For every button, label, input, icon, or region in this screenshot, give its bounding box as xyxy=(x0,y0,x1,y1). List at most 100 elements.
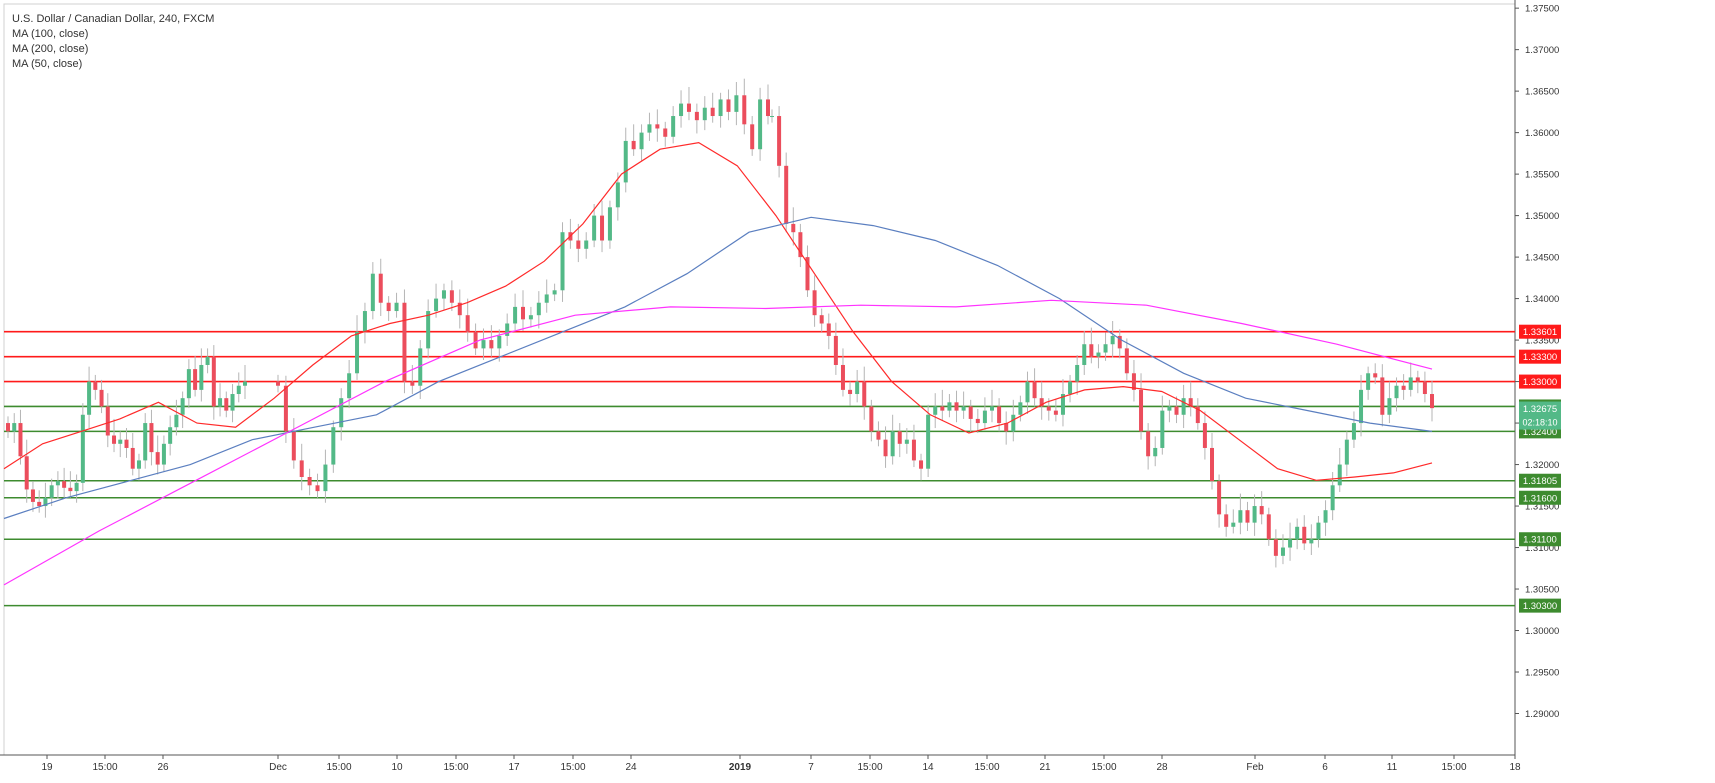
current-price-tag xyxy=(1519,401,1561,430)
level-tag-label: 1.33300 xyxy=(1523,352,1557,363)
time-tick-label: 19 xyxy=(41,762,53,773)
time-tick-label: 15:00 xyxy=(1091,762,1116,773)
level-tag-label: 1.31100 xyxy=(1523,535,1557,546)
candle-body xyxy=(694,111,699,121)
candle-body xyxy=(205,356,210,365)
candle-body xyxy=(784,165,789,224)
candle-body xyxy=(655,124,660,129)
candle-body xyxy=(1131,373,1136,390)
candle-body xyxy=(1422,381,1427,395)
candle-body xyxy=(378,273,383,303)
candle-body xyxy=(174,414,179,428)
candle-body xyxy=(576,240,581,249)
candle-body xyxy=(283,385,288,432)
ma200-line xyxy=(3,299,1433,586)
level-tag-label: 1.32400 xyxy=(1523,427,1557,438)
candle-body xyxy=(199,364,204,390)
candle-body xyxy=(1344,439,1349,465)
candle-body xyxy=(671,116,676,137)
candle-body xyxy=(975,418,980,424)
candle-body xyxy=(386,302,391,312)
candle-body xyxy=(997,406,1002,424)
candle-body xyxy=(291,431,296,461)
price-tick-label: 1.31000 xyxy=(1525,543,1559,554)
candle-body xyxy=(1394,385,1399,399)
candle-body xyxy=(161,443,166,465)
candle-body xyxy=(552,290,557,295)
ma50-label[interactable]: MA (50, close) xyxy=(12,58,83,70)
candle-body xyxy=(798,232,803,258)
candle-body xyxy=(1408,377,1413,390)
candle-body xyxy=(149,423,154,453)
symbol-title[interactable]: U.S. Dollar / Canadian Dollar, 240, FXCM xyxy=(12,13,215,25)
candle-body xyxy=(323,464,328,492)
level-tag-label: 1.33601 xyxy=(1523,327,1557,338)
candle-body xyxy=(230,394,235,411)
candle-body xyxy=(1288,539,1293,548)
candle-body xyxy=(112,435,117,444)
candle-body xyxy=(1075,364,1080,382)
ma50-line xyxy=(3,141,1433,481)
candle-body xyxy=(1415,377,1420,382)
candle-body xyxy=(1146,431,1151,457)
candle-body xyxy=(136,460,141,469)
candle-body xyxy=(869,406,874,432)
candle-body xyxy=(805,257,810,291)
candle-body xyxy=(457,302,462,316)
time-tick-label: 14 xyxy=(922,762,934,773)
candle-body xyxy=(947,402,952,411)
candle-body xyxy=(43,497,48,507)
ma100-label[interactable]: MA (100, close) xyxy=(12,28,89,40)
candle-body xyxy=(347,373,352,399)
candle-body xyxy=(1302,526,1307,544)
candle-body xyxy=(528,315,533,320)
price-tick-label: 1.29000 xyxy=(1525,709,1559,720)
candle-body xyxy=(1139,389,1144,432)
candle-body xyxy=(143,423,148,461)
candle-body xyxy=(1238,510,1243,523)
time-tick-label: 15:00 xyxy=(443,762,468,773)
candle-body xyxy=(607,207,612,241)
candle-body xyxy=(791,223,796,233)
time-tick-label: 15:00 xyxy=(974,762,999,773)
candle-body xyxy=(663,128,668,137)
candle-body xyxy=(1373,373,1378,378)
time-tick-label: Feb xyxy=(1246,762,1264,773)
price-tick-label: 1.32000 xyxy=(1525,460,1559,471)
candle-body xyxy=(410,381,415,386)
candle-body xyxy=(1103,344,1108,353)
price-tick-label: 1.33500 xyxy=(1525,336,1559,347)
candle-body xyxy=(734,95,739,112)
ma200-label[interactable]: MA (200, close) xyxy=(12,43,89,55)
candle-body xyxy=(954,402,959,411)
level-tag-label: 1.31600 xyxy=(1523,493,1557,504)
candle-body xyxy=(702,107,707,121)
candle-body xyxy=(1273,539,1278,556)
candle-body xyxy=(718,99,723,117)
candle-body xyxy=(1380,377,1385,415)
chart-legend: U.S. Dollar / Canadian Dollar, 240, FXCM… xyxy=(12,12,214,72)
candle-body xyxy=(968,406,973,419)
candle-body xyxy=(623,140,628,183)
candle-body xyxy=(1181,398,1186,415)
time-tick-label: 15:00 xyxy=(92,762,117,773)
candle-body xyxy=(87,381,92,415)
candle-body xyxy=(68,487,73,492)
candle-body xyxy=(1153,447,1158,457)
candle-body xyxy=(1316,522,1321,540)
candle-body xyxy=(1224,514,1229,527)
price-tick-label: 1.35000 xyxy=(1525,211,1559,222)
candle-body xyxy=(1025,381,1030,403)
candle-body xyxy=(30,489,35,502)
time-axis[interactable]: 19 15:00 26 Dec 15:00 10 15:00 17 15:00 24 2019 7 15… xyxy=(41,755,1521,773)
candle-body xyxy=(402,302,407,382)
candle-body xyxy=(1068,381,1073,395)
candle-body xyxy=(777,116,782,166)
candle-body xyxy=(394,302,399,312)
candle-body xyxy=(1089,344,1094,357)
level-tag-1.33000 xyxy=(1519,374,1561,389)
moving-averages xyxy=(3,141,1433,586)
candle-body xyxy=(18,423,23,457)
candle-body xyxy=(750,124,755,150)
candle-body xyxy=(218,398,223,407)
